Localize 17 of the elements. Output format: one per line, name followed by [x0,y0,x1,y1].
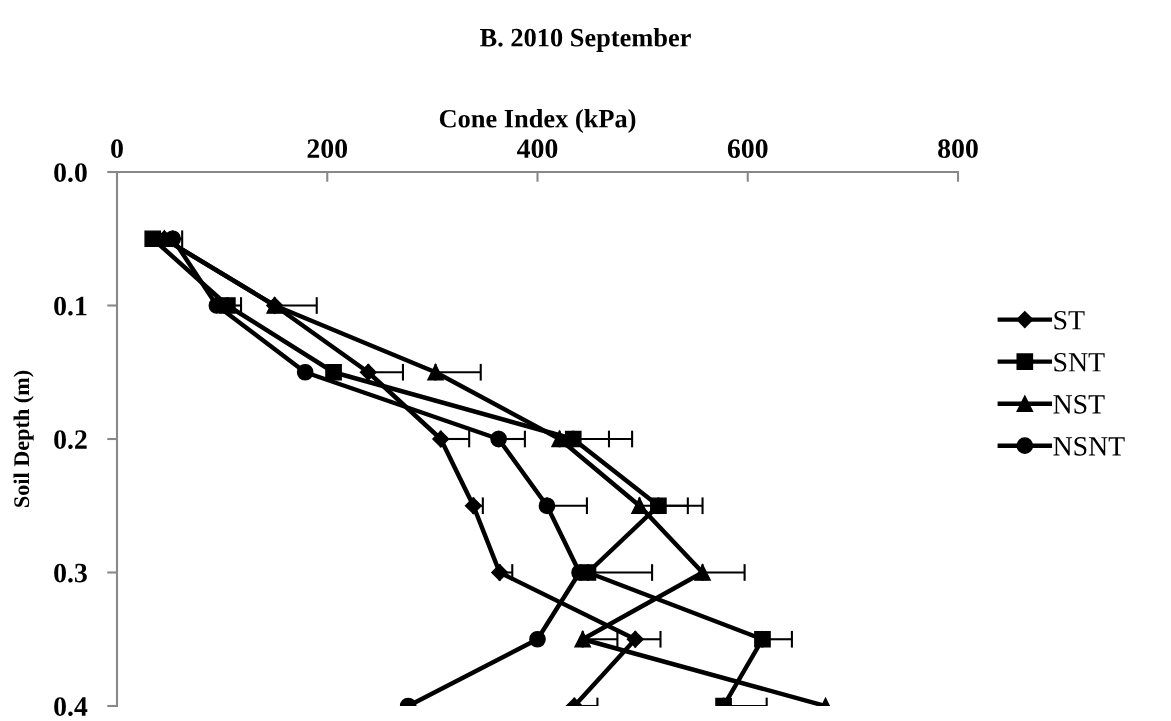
y-tick-label: 0.1 [54,296,87,316]
y-axis-title: Soil Depth (m) [13,370,34,507]
y-tick-label: 0.4 [54,697,88,717]
x-tick-label: 800 [938,139,978,159]
legend-label: NSNT [1053,437,1125,456]
y-tick-label: 0.2 [54,430,87,450]
x-tick-label: 0 [111,139,123,159]
chart-title: B. 2010 September [480,28,691,52]
x-tick-label: 600 [727,139,768,159]
legend-label: ST [1054,310,1085,330]
x-tick-label: 400 [517,139,558,159]
x-tick-label: 200 [307,139,348,159]
legend-label: NST [1053,394,1105,414]
legend-label: SNT [1054,352,1105,372]
y-tick-label: 0.0 [54,163,87,183]
y-tick-label: 0.3 [54,563,87,583]
x-axis-title: Cone Index (kPa) [439,109,636,133]
